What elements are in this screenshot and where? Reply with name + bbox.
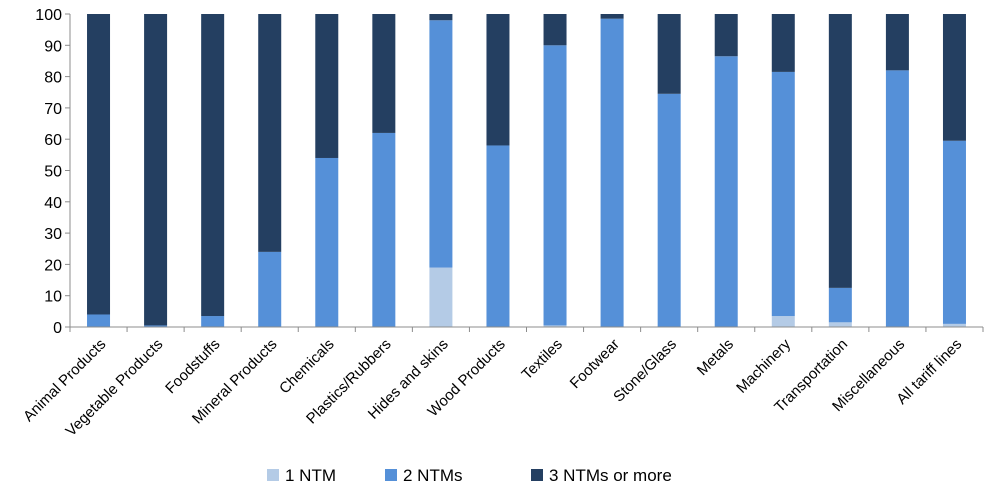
- y-tick-label: 90: [44, 38, 62, 55]
- bar-3-16: [942, 14, 966, 141]
- bar-1-13: [771, 316, 795, 327]
- bar-3-13: [771, 14, 795, 72]
- bar-2-16: [942, 140, 966, 324]
- y-tick-label: 70: [44, 101, 62, 118]
- y-tick-label: 10: [44, 289, 62, 306]
- y-tick-label: 60: [44, 132, 62, 149]
- bar-3-2: [144, 14, 168, 326]
- bar-2-3: [201, 316, 225, 327]
- x-tick-label: Footwear: [567, 336, 623, 392]
- y-tick-label: 30: [44, 226, 62, 243]
- plot-area: [87, 14, 966, 327]
- bar-3-5: [315, 14, 339, 158]
- y-tick-label: 50: [44, 164, 62, 181]
- x-tick-label: Machinery: [733, 335, 794, 396]
- y-tick-label: 40: [44, 195, 62, 212]
- legend-label-3: 3 NTMs or more: [549, 466, 672, 485]
- bar-2-10: [600, 18, 624, 327]
- bar-2-15: [885, 70, 909, 327]
- legend-label-1: 1 NTM: [285, 466, 336, 485]
- bar-1-14: [828, 322, 852, 327]
- bar-2-6: [372, 132, 396, 327]
- bar-3-7: [429, 14, 453, 21]
- legend-swatch-1: [267, 469, 279, 481]
- legend-swatch-3: [531, 469, 543, 481]
- bar-3-10: [600, 14, 624, 19]
- x-tick-label: Chemicals: [276, 336, 338, 398]
- bar-3-4: [258, 14, 282, 252]
- bar-3-15: [885, 14, 909, 71]
- legend-swatch-2: [385, 469, 397, 481]
- bar-3-9: [543, 14, 567, 46]
- bar-2-7: [429, 20, 453, 268]
- bar-1-7: [429, 267, 453, 327]
- bar-2-12: [714, 56, 738, 327]
- y-tick-label: 0: [53, 320, 62, 337]
- bar-2-1: [87, 314, 111, 327]
- bar-2-5: [315, 157, 339, 327]
- bar-3-8: [486, 14, 510, 146]
- bar-3-3: [201, 14, 225, 317]
- bar-2-9: [543, 45, 567, 326]
- bar-1-9: [543, 325, 567, 327]
- x-tick-label: Textiles: [518, 336, 565, 383]
- bar-3-1: [87, 14, 111, 315]
- x-tick-label: Foodstuffs: [162, 336, 223, 397]
- legend-label-2: 2 NTMs: [403, 466, 463, 485]
- y-tick-label: 100: [35, 7, 62, 24]
- bar-3-12: [714, 14, 738, 57]
- bar-2-2: [144, 325, 168, 327]
- bar-1-16: [942, 323, 966, 327]
- legend: 1 NTM 2 NTMs 3 NTMs or more: [267, 466, 672, 485]
- bar-2-14: [828, 287, 852, 323]
- bar-3-11: [657, 14, 681, 94]
- y-tick-label: 80: [44, 70, 62, 87]
- y-tick-label: 20: [44, 257, 62, 274]
- bar-2-4: [258, 251, 282, 327]
- bar-3-6: [372, 14, 396, 133]
- bar-3-14: [828, 14, 852, 288]
- bar-2-11: [657, 93, 681, 327]
- x-tick-label: Metals: [694, 336, 737, 379]
- bar-2-13: [771, 71, 795, 317]
- y-axis: 0 10 20 30 40 50 60 70 80 90 100: [35, 7, 71, 337]
- bar-2-8: [486, 145, 510, 327]
- x-tick-label: Vegetable Products: [62, 336, 166, 440]
